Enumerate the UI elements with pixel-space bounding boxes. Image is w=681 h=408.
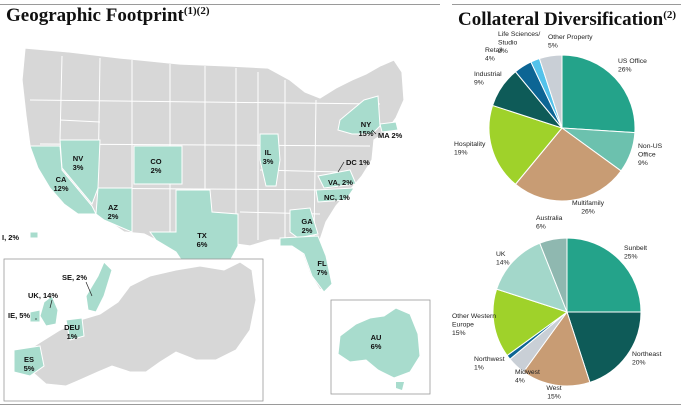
label-nv-code: NV (73, 154, 83, 163)
pie-label-non-us-office: Non-US Office 9% (638, 143, 663, 167)
pie-slice-australia (539, 237, 568, 313)
pie-label-us-office: US Office 26% (618, 58, 647, 74)
state-nc (315, 187, 355, 203)
label-au-pct: 6% (371, 342, 382, 351)
label-es-pct: 5% (24, 364, 35, 373)
pie-label-industrial: Industrial 9% (474, 71, 502, 87)
pie-slice-other-western-europe (492, 288, 569, 357)
label-dc: DC 1% (346, 158, 370, 167)
country-deu (65, 317, 85, 341)
label-tx-code: TX (197, 231, 207, 240)
label-ma: MA 2% (378, 131, 403, 140)
state-ny (337, 95, 381, 135)
collateral-pie-charts: US Office 26% Non-US Office 9% Multifamily 26%… (452, 31, 663, 400)
label-ga-pct: 2% (302, 226, 313, 235)
australia-labels: AU 6% (371, 333, 382, 351)
label-deu-code: DEU (64, 323, 80, 332)
europe-leader-lines (35, 281, 93, 320)
pie-label-midwest: Midwest 4% (515, 369, 540, 385)
pie-label-other-property: Other Property 5% (548, 34, 593, 50)
label-nv-pct: 3% (73, 163, 84, 172)
collateral-diversification-title-text: Collateral Diversification (458, 9, 664, 30)
label-ca-pct: 12% (53, 184, 68, 193)
pie-label-other-western-europe: Other Western Europe 15% (452, 313, 496, 337)
label-hi: I, 2% (2, 233, 19, 242)
label-leader-lines (337, 129, 377, 173)
state-nv (59, 139, 101, 205)
label-ny-pct: 15% (358, 129, 373, 138)
pie-label-australia: Australia 6% (536, 215, 563, 231)
state-hi (29, 231, 39, 239)
label-ca-code: CA (56, 175, 67, 184)
label-il-code: IL (265, 148, 272, 157)
label-fl-code: FL (317, 259, 327, 268)
label-az-code: AZ (108, 203, 118, 212)
label-il-pct: 3% (263, 157, 274, 166)
state-il (259, 133, 281, 187)
label-co-pct: 2% (151, 166, 162, 175)
label-se: SE, 2% (62, 273, 87, 282)
country-ie (29, 309, 41, 323)
label-fl-pct: 7% (317, 268, 328, 277)
country-es (13, 345, 45, 377)
label-deu-pct: 1% (67, 332, 78, 341)
pie-slice-other-property (538, 54, 563, 129)
highlighted-states (29, 95, 399, 293)
state-ga (289, 207, 319, 239)
pie-label-sunbelt: Sunbelt 25% (624, 245, 647, 261)
pie-label-northeast: Northeast 20% (632, 351, 662, 367)
europe-map-shape (27, 261, 257, 387)
bottom-rule (0, 404, 681, 405)
pie-slice-northeast (566, 311, 642, 384)
state-co (133, 145, 183, 185)
geographic-footprint-title: Geographic Footprint(1)(2) (6, 5, 210, 27)
state-va (317, 169, 357, 189)
label-az-pct: 2% (108, 212, 119, 221)
pie-slice-west (522, 310, 591, 387)
label-uk: UK, 14% (28, 291, 58, 300)
pie-slice-hospitality (488, 104, 563, 185)
region-pie: Sunbelt 25% Northeast 20% West 15% Midwest 4% No… (452, 215, 662, 400)
label-ny-code: NY (361, 120, 371, 129)
highlighted-europe (13, 261, 113, 377)
geographic-map: CA 12% NV 3% AZ 2% CO 2% TX 6% IL 3% NY … (2, 47, 431, 402)
geo-title-rule (0, 4, 440, 5)
state-az (95, 187, 133, 233)
collateral-title-rule (452, 4, 681, 5)
pie-label-life-sciences-studio: Life Sciences/Studio 2% (498, 31, 540, 55)
label-au-code: AU (371, 333, 382, 342)
country-se (85, 261, 113, 313)
pie-label-northwest: Northwest 1% (474, 356, 505, 372)
property-type-pie: US Office 26% Non-US Office 9% Multifamily 26%… (454, 31, 663, 216)
us-state-labels: CA 12% NV 3% AZ 2% CO 2% TX 6% IL 3% NY … (53, 120, 373, 277)
europe-two-line-labels: DEU 1% ES 5% (24, 323, 80, 373)
label-nc: NC, 1% (324, 193, 350, 202)
label-ie: IE, 5% (8, 311, 30, 320)
pie-slice-uk (495, 242, 568, 313)
label-co-code: CO (150, 157, 161, 166)
pie-slice-multifamily (514, 127, 622, 202)
label-ga-code: GA (301, 217, 313, 226)
pie-label-hospitality: Hospitality 19% (454, 141, 486, 157)
pie-label-west: West 15% (546, 385, 561, 400)
collateral-diversification-title: Collateral Diversification(2) (458, 9, 676, 31)
state-ma (379, 121, 399, 133)
collateral-diversification-superscript: (2) (663, 9, 677, 21)
tasmania-shape (396, 382, 404, 390)
pie-label-uk: UK 14% (496, 251, 510, 267)
pie-slice-sunbelt (566, 237, 642, 313)
label-va: VA, 2% (328, 178, 353, 187)
geographic-footprint-title-text: Geographic Footprint (6, 5, 184, 26)
pie-label-retail: Retail 4% (485, 47, 503, 63)
europe-labels: SE, 2% UK, 14% IE, 5% (8, 273, 87, 320)
pie-label-multifamily: Multifamily 26% (572, 200, 605, 216)
label-es-code: ES (24, 355, 34, 364)
state-fl (279, 235, 333, 293)
pie-slice-us-office (561, 54, 636, 134)
label-tx-pct: 6% (197, 240, 208, 249)
australia-shape (337, 307, 421, 379)
geographic-footprint-superscript: (1)(2) (183, 5, 210, 17)
us-inline-labels: MA 2% DC 1% VA, 2% NC, 1% I, 2% (2, 131, 403, 242)
